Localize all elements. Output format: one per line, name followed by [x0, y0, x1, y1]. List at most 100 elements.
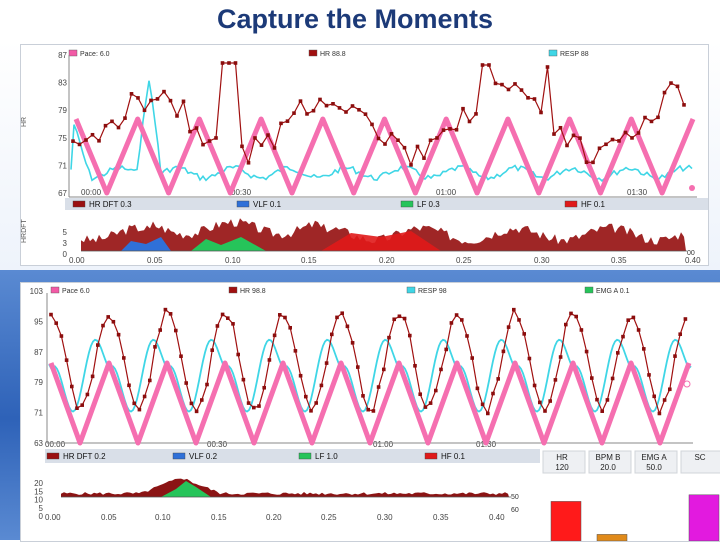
hrdft-axis-label: HRDFT [21, 219, 28, 243]
bottom-dft-y-tick-0: 20 [34, 479, 43, 488]
bottom-freq-tick-0: 0.00 [45, 513, 61, 522]
bottom-legend-swatch-0 [50, 286, 60, 294]
hr-point-44 [357, 107, 361, 112]
hr-point-19 [194, 126, 199, 130]
hr-point-73 [428, 401, 433, 405]
hr-point-21 [207, 139, 212, 143]
hr-point-35 [298, 99, 303, 103]
pace-marker-icon [683, 380, 691, 388]
bottom-chart-legend: Pace 6.0 HR 98.8 RESP 98 EMG A 0.1 [50, 286, 630, 295]
hr-point-2 [84, 138, 88, 142]
top-dft-legend-label-3: HF 0.1 [581, 200, 606, 209]
bottom-dft-legend-label-0: HR DFT 0.2 [63, 452, 106, 461]
hr-point-3 [90, 132, 95, 137]
bottom-dft-legend-swatch-2 [298, 452, 312, 460]
hr-point-80 [591, 160, 595, 165]
hr-point-3 [64, 358, 69, 362]
hr-point-81 [470, 356, 474, 360]
hr-point-67 [506, 87, 511, 92]
hr-point-103 [584, 349, 589, 354]
bottom-legend-swatch-1 [228, 286, 238, 294]
hr-point-62 [474, 112, 478, 116]
hr-point-30 [205, 382, 209, 387]
hr-point-78 [578, 136, 582, 140]
top-dft-legend-swatch-2 [400, 200, 414, 208]
hr-point-86 [630, 136, 634, 140]
hr-point-16 [132, 401, 136, 406]
hr-point-17 [181, 99, 186, 104]
hr-point-36 [305, 112, 309, 116]
hr-point-52 [319, 383, 324, 388]
hr-point-54 [330, 332, 334, 337]
hr-point-24 [174, 328, 178, 333]
hr-point-41 [337, 106, 342, 110]
bottom-freq-tick-1: 0.05 [101, 513, 117, 522]
hr-point-51 [402, 145, 407, 150]
hr-point-101 [574, 314, 578, 319]
hr-point-49 [389, 132, 394, 136]
top-chart-legend: Pace: 6.0 HR 88.8 RESP 88 [68, 49, 589, 58]
hr-point-96 [548, 399, 552, 403]
hr-point-67 [397, 314, 402, 319]
hr-point-109 [616, 351, 620, 355]
top-time-tick-1: 00:30 [231, 188, 252, 197]
hr-point-34 [226, 316, 230, 320]
hr-point-37 [241, 377, 246, 382]
hr-point-75 [558, 125, 563, 130]
hr-point-61 [467, 119, 472, 124]
bottom-y-tick-3: 79 [34, 378, 43, 387]
hr-point-64 [487, 63, 491, 67]
hr-point-20 [153, 345, 157, 349]
hr-point-91 [662, 90, 667, 95]
hr-point-23 [220, 61, 225, 65]
hr-trace [71, 61, 686, 167]
hr-point-93 [532, 383, 537, 388]
bottom-freq-tick-4: 0.20 [266, 513, 282, 522]
top-chart-y-ticks: 87 83 79 75 71 67 [58, 51, 67, 198]
bottom-y-tick-5: 63 [34, 439, 43, 448]
hr-point-9 [129, 92, 134, 96]
hr-point-62 [371, 409, 376, 413]
hr-point-58 [350, 341, 355, 345]
hr-point-13 [155, 97, 160, 101]
hr-point-7 [116, 125, 121, 130]
hr-point-97 [553, 378, 558, 382]
top-recording-chart: HR HRDFT Pace: 6.0 HR 88.8 RESP 88 87 83 79 7… [21, 49, 708, 265]
hr-point-89 [649, 119, 654, 124]
hr-point-117 [657, 411, 662, 416]
hr-point-88 [506, 325, 511, 329]
bottom-dft-y-tick-1: 15 [34, 487, 43, 496]
bottom-dft-right-label: 60 [511, 507, 519, 514]
bottom-time-tick-1: 00:30 [207, 440, 228, 449]
hr-point-11 [142, 108, 147, 113]
hr-point-94 [538, 400, 542, 405]
hr-point-60 [361, 394, 365, 398]
bottom-recording-chart: Pace 6.0 HR 98.8 RESP 98 EMG A 0.1 103 95 87 7… [30, 286, 720, 542]
top-dft-right-label: 00 [687, 250, 695, 257]
hr-point-86 [496, 377, 500, 381]
top-freq-tick-4: 0.20 [379, 256, 395, 265]
hr-point-44 [278, 313, 282, 317]
top-dft-legend: HR DFT 0.3 VLF 0.1 LF 0.3 HF 0.1 [72, 200, 606, 209]
pace-marker-icon [689, 185, 695, 191]
hr-point-29 [259, 143, 264, 147]
hr-trace [49, 307, 688, 416]
bottom-freq-tick-8: 0.40 [489, 513, 505, 522]
hr-point-24 [227, 61, 231, 65]
hr-point-64 [382, 367, 386, 372]
hr-point-68 [402, 316, 407, 321]
gauge-label-3: SC [694, 453, 705, 462]
hr-point-87 [501, 349, 506, 354]
bottom-dft-y-tick-2: 10 [34, 496, 43, 505]
hr-point-82 [475, 386, 480, 391]
hr-point-26 [184, 381, 188, 385]
hr-point-72 [423, 405, 428, 409]
hr-point-85 [491, 391, 495, 396]
hr-point-113 [636, 328, 641, 332]
hr-point-29 [200, 398, 204, 402]
bottom-legend-label-0: Pace 6.0 [62, 288, 90, 295]
top-y-tick-5: 67 [58, 189, 67, 198]
hr-point-32 [215, 324, 220, 328]
bottom-dft-legend-label-2: LF 1.0 [315, 452, 338, 461]
